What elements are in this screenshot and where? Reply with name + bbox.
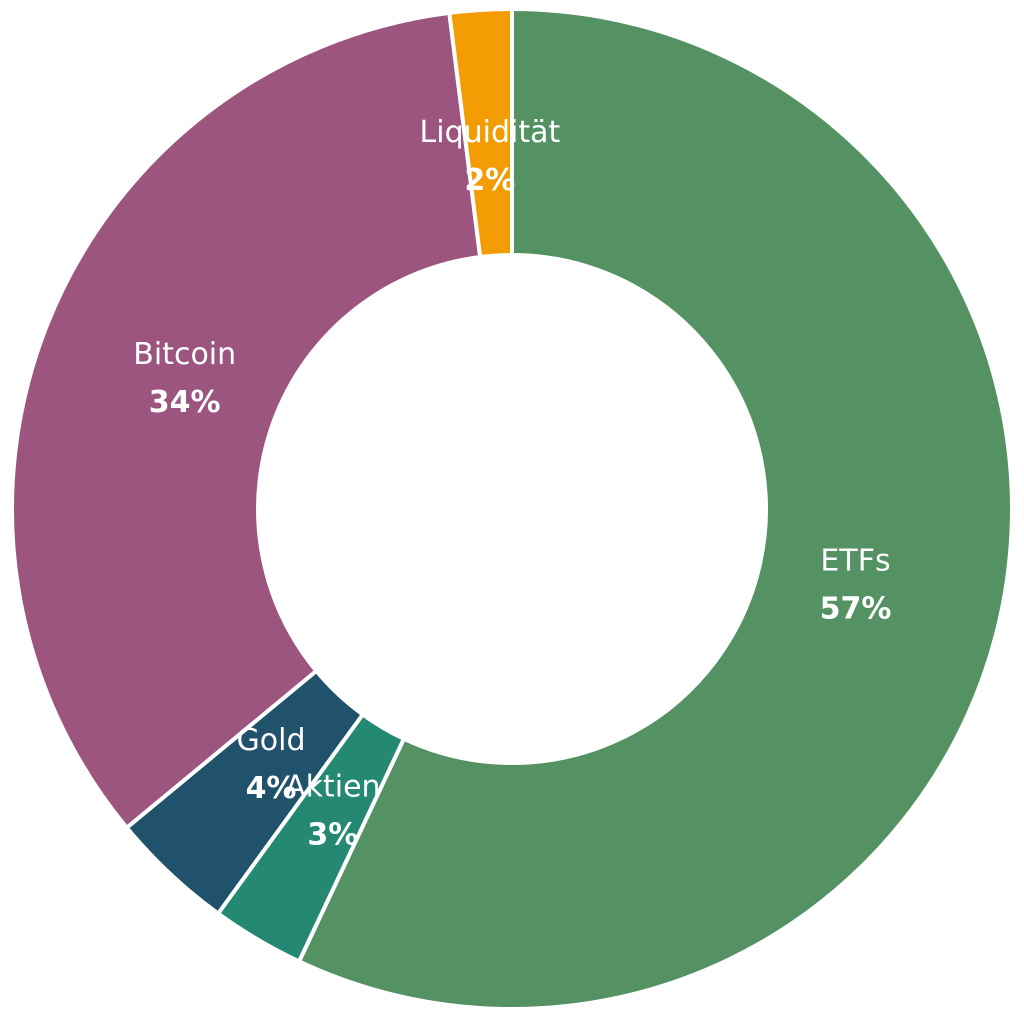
slice-value-aktien: 3%	[307, 817, 358, 852]
slice-bitcoin	[10, 10, 483, 831]
slice-value-etfs: 57%	[820, 591, 892, 626]
slice-value-liquiditat: 2%	[464, 163, 515, 198]
slice-label-liquiditat: Liquidität	[420, 115, 561, 150]
slice-value-bitcoin: 34%	[149, 385, 221, 420]
donut-labels: ETFs 57% Aktien 3% Gold 4% Bitcoin 34% Liquiditä…	[133, 115, 891, 852]
slice-etfs	[296, 6, 1014, 1011]
donut-slices	[10, 6, 1014, 1011]
slice-label-bitcoin: Bitcoin	[133, 337, 236, 372]
slice-label-gold: Gold	[237, 723, 306, 758]
slice-liquiditat	[447, 6, 514, 260]
slice-value-gold: 4%	[246, 771, 297, 806]
slice-label-etfs: ETFs	[820, 543, 890, 578]
slice-label-aktien: Aktien	[285, 769, 380, 804]
